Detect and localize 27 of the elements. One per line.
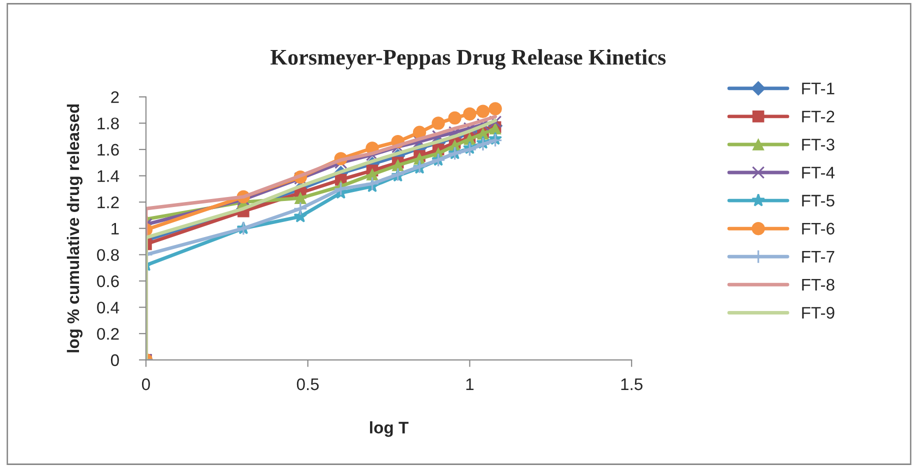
x-tick-label: 0.5 [296, 378, 319, 390]
y-tick-label: 0.6 [97, 275, 119, 288]
legend-label: FT-5 [802, 194, 834, 207]
y-tick-label: 0.4 [97, 302, 120, 314]
x-tick-label: 1.5 [621, 378, 642, 390]
y-tick-label: 1.8 [98, 118, 119, 130]
y-tick-label: 2 [111, 91, 119, 103]
y-tick-label: 0 [110, 354, 119, 366]
x-tick-label: 0 [142, 378, 150, 390]
legend-label: FT-8 [802, 278, 834, 291]
y-tick-label: 0.2 [97, 328, 119, 340]
y-axis-title: log % cumulative drug released [66, 104, 83, 352]
legend-label: FT-7 [802, 251, 834, 262]
y-tick-label: 1.4 [98, 170, 120, 182]
y-tick-label: 1 [112, 222, 119, 234]
y-tick-label: 1.2 [98, 196, 119, 208]
y-tick-label: 1.6 [98, 144, 119, 156]
chart-title: Korsmeyer-Peppas Drug Release Kinetics [270, 49, 666, 70]
legend-label: FT-1 [802, 82, 834, 94]
legend-label: FT-4 [802, 166, 835, 178]
y-tick-label: 0.8 [97, 249, 119, 261]
x-tick-label: 1 [466, 378, 474, 390]
x-axis-title: log T [370, 421, 408, 437]
legend-label: FT-3 [802, 138, 834, 150]
legend-label: FT-2 [802, 110, 834, 122]
legend-label: FT-9 [802, 306, 834, 319]
legend-label: FT-6 [802, 222, 834, 235]
